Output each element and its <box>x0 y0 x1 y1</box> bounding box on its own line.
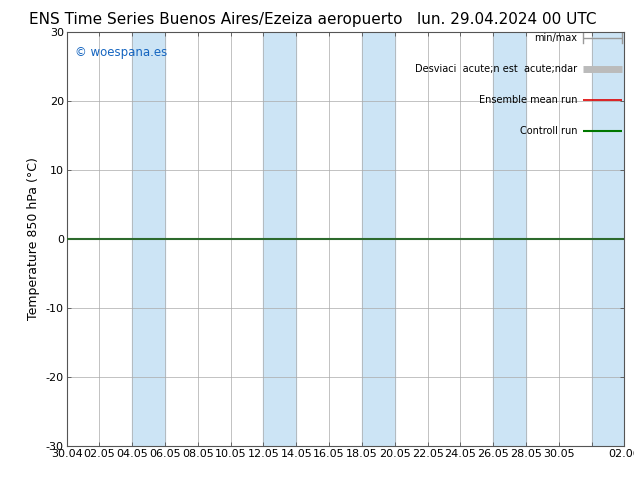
Bar <box>493 32 526 446</box>
Text: Desviaci  acute;n est  acute;ndar: Desviaci acute;n est acute;ndar <box>415 64 577 74</box>
Bar <box>592 32 634 446</box>
Bar <box>264 32 296 446</box>
Text: min/max: min/max <box>534 33 577 43</box>
Text: lun. 29.04.2024 00 UTC: lun. 29.04.2024 00 UTC <box>417 12 597 27</box>
Y-axis label: Temperature 850 hPa (°C): Temperature 850 hPa (°C) <box>27 157 40 320</box>
Text: Ensemble mean run: Ensemble mean run <box>479 95 577 105</box>
Bar <box>362 32 395 446</box>
Text: © woespana.es: © woespana.es <box>75 47 167 59</box>
Text: ENS Time Series Buenos Aires/Ezeiza aeropuerto: ENS Time Series Buenos Aires/Ezeiza aero… <box>29 12 403 27</box>
Bar <box>133 32 165 446</box>
Text: Controll run: Controll run <box>520 126 577 136</box>
